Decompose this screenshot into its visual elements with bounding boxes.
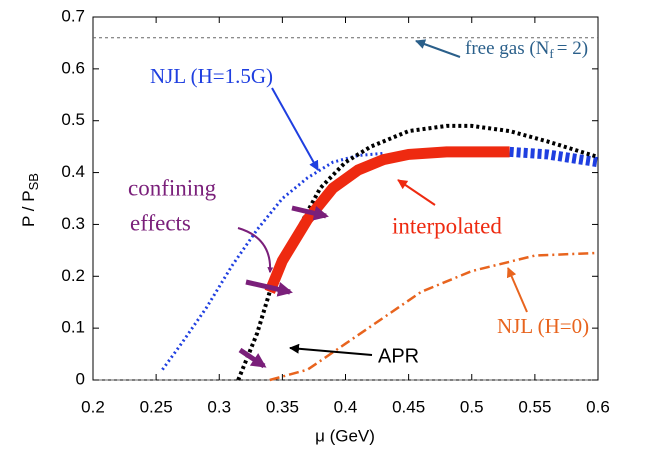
annotation: NJL (H=0) — [497, 314, 589, 338]
annotation: free gas (Nf = 2) — [465, 38, 588, 61]
y-tick-label: 0.3 — [61, 214, 85, 233]
arrow — [271, 87, 319, 171]
x-tick-label: 0.45 — [392, 397, 425, 416]
arrow — [397, 179, 436, 206]
x-tick-label: 0.55 — [518, 397, 551, 416]
x-tick-label: 0.4 — [334, 397, 358, 416]
y-tick-label: 0 — [76, 369, 85, 388]
series-line — [264, 146, 510, 294]
y-tick-label: 0.7 — [61, 6, 85, 25]
arrow — [291, 205, 329, 221]
arrow — [289, 343, 373, 356]
y-tick-label: 0.6 — [61, 58, 85, 77]
annotation: confining — [128, 175, 217, 200]
arrow — [245, 279, 293, 297]
y-tick-label: 0.5 — [61, 110, 85, 129]
x-axis-label: μ (GeV) — [315, 426, 375, 445]
annotation: APR — [378, 345, 419, 367]
x-tick-label: 0.25 — [140, 397, 173, 416]
arrow — [506, 267, 528, 313]
y-tick-label: 0.1 — [61, 318, 85, 337]
arrow — [238, 347, 267, 369]
x-tick-label: 0.3 — [207, 397, 231, 416]
x-tick-label: 0.5 — [460, 397, 484, 416]
annotation: interpolated — [392, 213, 502, 238]
annotation: effects — [130, 210, 191, 235]
plot: 0 0.1 0.2 0.3 0.4 0.5 0.6 0.7 0.2 0.25 0.3 0.35 0.4 0… — [61, 6, 609, 416]
series-line — [509, 146, 599, 168]
arrow — [237, 227, 274, 274]
y-tick-label: 0.2 — [61, 266, 85, 285]
x-tick-label: 0.2 — [81, 397, 105, 416]
y-tick-label: 0.4 — [61, 162, 85, 181]
y-axis-label: P / PSB — [19, 173, 41, 227]
x-tick-label: 0.35 — [266, 397, 299, 416]
series-line — [236, 123, 599, 381]
series-line — [269, 251, 599, 382]
arrows — [237, 39, 528, 369]
arrow — [415, 39, 461, 58]
x-tick-label: 0.6 — [586, 397, 610, 416]
annotation: NJL (H=1.5G) — [150, 64, 273, 88]
